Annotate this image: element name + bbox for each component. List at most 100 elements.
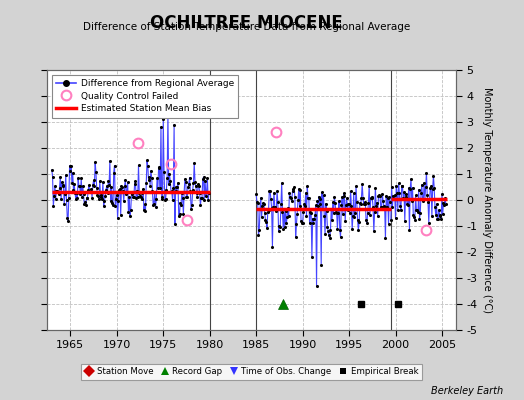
Point <box>421 183 430 190</box>
Point <box>387 184 396 190</box>
Point <box>290 184 298 190</box>
Point <box>393 190 401 196</box>
Point <box>81 198 89 205</box>
Point <box>92 169 100 176</box>
Point <box>153 175 161 182</box>
Point <box>381 235 390 242</box>
Point <box>368 195 376 202</box>
Point <box>329 199 337 206</box>
Point <box>301 202 309 209</box>
Point <box>390 192 399 198</box>
Point <box>364 200 373 206</box>
Point <box>121 176 129 183</box>
Point <box>117 183 126 189</box>
Point <box>353 199 361 205</box>
Point <box>85 188 94 195</box>
Point <box>181 178 190 185</box>
Point <box>412 207 421 213</box>
Point <box>350 213 358 220</box>
Point <box>191 179 199 185</box>
Point <box>281 208 290 214</box>
Point <box>309 215 317 222</box>
Point <box>193 194 202 200</box>
Point <box>345 201 353 207</box>
Point <box>180 188 188 195</box>
Point <box>435 211 444 218</box>
Point <box>102 186 110 193</box>
Point <box>384 195 392 201</box>
Point <box>340 190 348 197</box>
Point <box>275 223 283 230</box>
Point <box>127 207 135 214</box>
Point <box>298 220 306 226</box>
Point <box>128 191 137 197</box>
Point <box>277 200 285 207</box>
Point <box>375 192 384 198</box>
Point <box>339 211 347 217</box>
Point <box>143 157 151 164</box>
Point <box>408 198 416 204</box>
Point <box>255 226 264 233</box>
Point <box>376 193 384 200</box>
Point <box>395 180 403 187</box>
Point <box>423 192 431 198</box>
Point <box>304 195 312 201</box>
Point <box>189 186 197 193</box>
Point <box>366 212 374 218</box>
Point <box>131 178 139 184</box>
Point <box>291 234 300 240</box>
Point <box>355 219 363 225</box>
Point <box>149 202 157 208</box>
Point <box>389 192 397 199</box>
Point <box>416 210 424 216</box>
Point <box>172 188 181 194</box>
Point <box>304 194 313 201</box>
Point <box>312 202 320 209</box>
Point <box>140 207 148 214</box>
Point <box>98 196 106 202</box>
Point <box>267 205 276 211</box>
Point <box>300 200 308 207</box>
Point <box>342 202 350 208</box>
Point <box>287 195 295 202</box>
Point <box>307 210 315 216</box>
Point <box>373 199 381 206</box>
Point <box>165 171 173 177</box>
Point <box>196 202 205 208</box>
Point <box>159 116 168 122</box>
Point <box>256 206 264 212</box>
Point <box>132 195 140 202</box>
Point <box>141 208 150 215</box>
Point <box>62 197 71 203</box>
Point <box>271 207 280 213</box>
Point <box>179 195 187 202</box>
Point <box>254 200 262 206</box>
Point <box>409 212 418 219</box>
Point <box>150 200 158 207</box>
Point <box>401 191 410 198</box>
Point <box>122 191 130 197</box>
Point <box>118 184 126 191</box>
Point <box>184 184 192 190</box>
Point <box>434 216 442 223</box>
Point <box>69 186 78 193</box>
Point <box>79 191 88 198</box>
Point <box>322 200 330 207</box>
Point <box>322 208 331 214</box>
Point <box>363 220 371 226</box>
Point <box>123 188 131 195</box>
Point <box>158 194 166 200</box>
Point <box>296 187 304 194</box>
Point <box>408 184 417 191</box>
Point <box>383 204 391 210</box>
Point <box>292 221 301 227</box>
Point <box>77 191 85 197</box>
Point <box>354 227 363 234</box>
Point <box>197 194 205 201</box>
Legend: Station Move, Record Gap, Time of Obs. Change, Empirical Break: Station Move, Record Gap, Time of Obs. C… <box>81 364 422 380</box>
Point <box>285 190 293 196</box>
Point <box>437 216 445 222</box>
Point <box>299 209 308 215</box>
Legend: Difference from Regional Average, Quality Control Failed, Estimated Station Mean: Difference from Regional Average, Qualit… <box>52 74 238 118</box>
Point <box>162 187 170 194</box>
